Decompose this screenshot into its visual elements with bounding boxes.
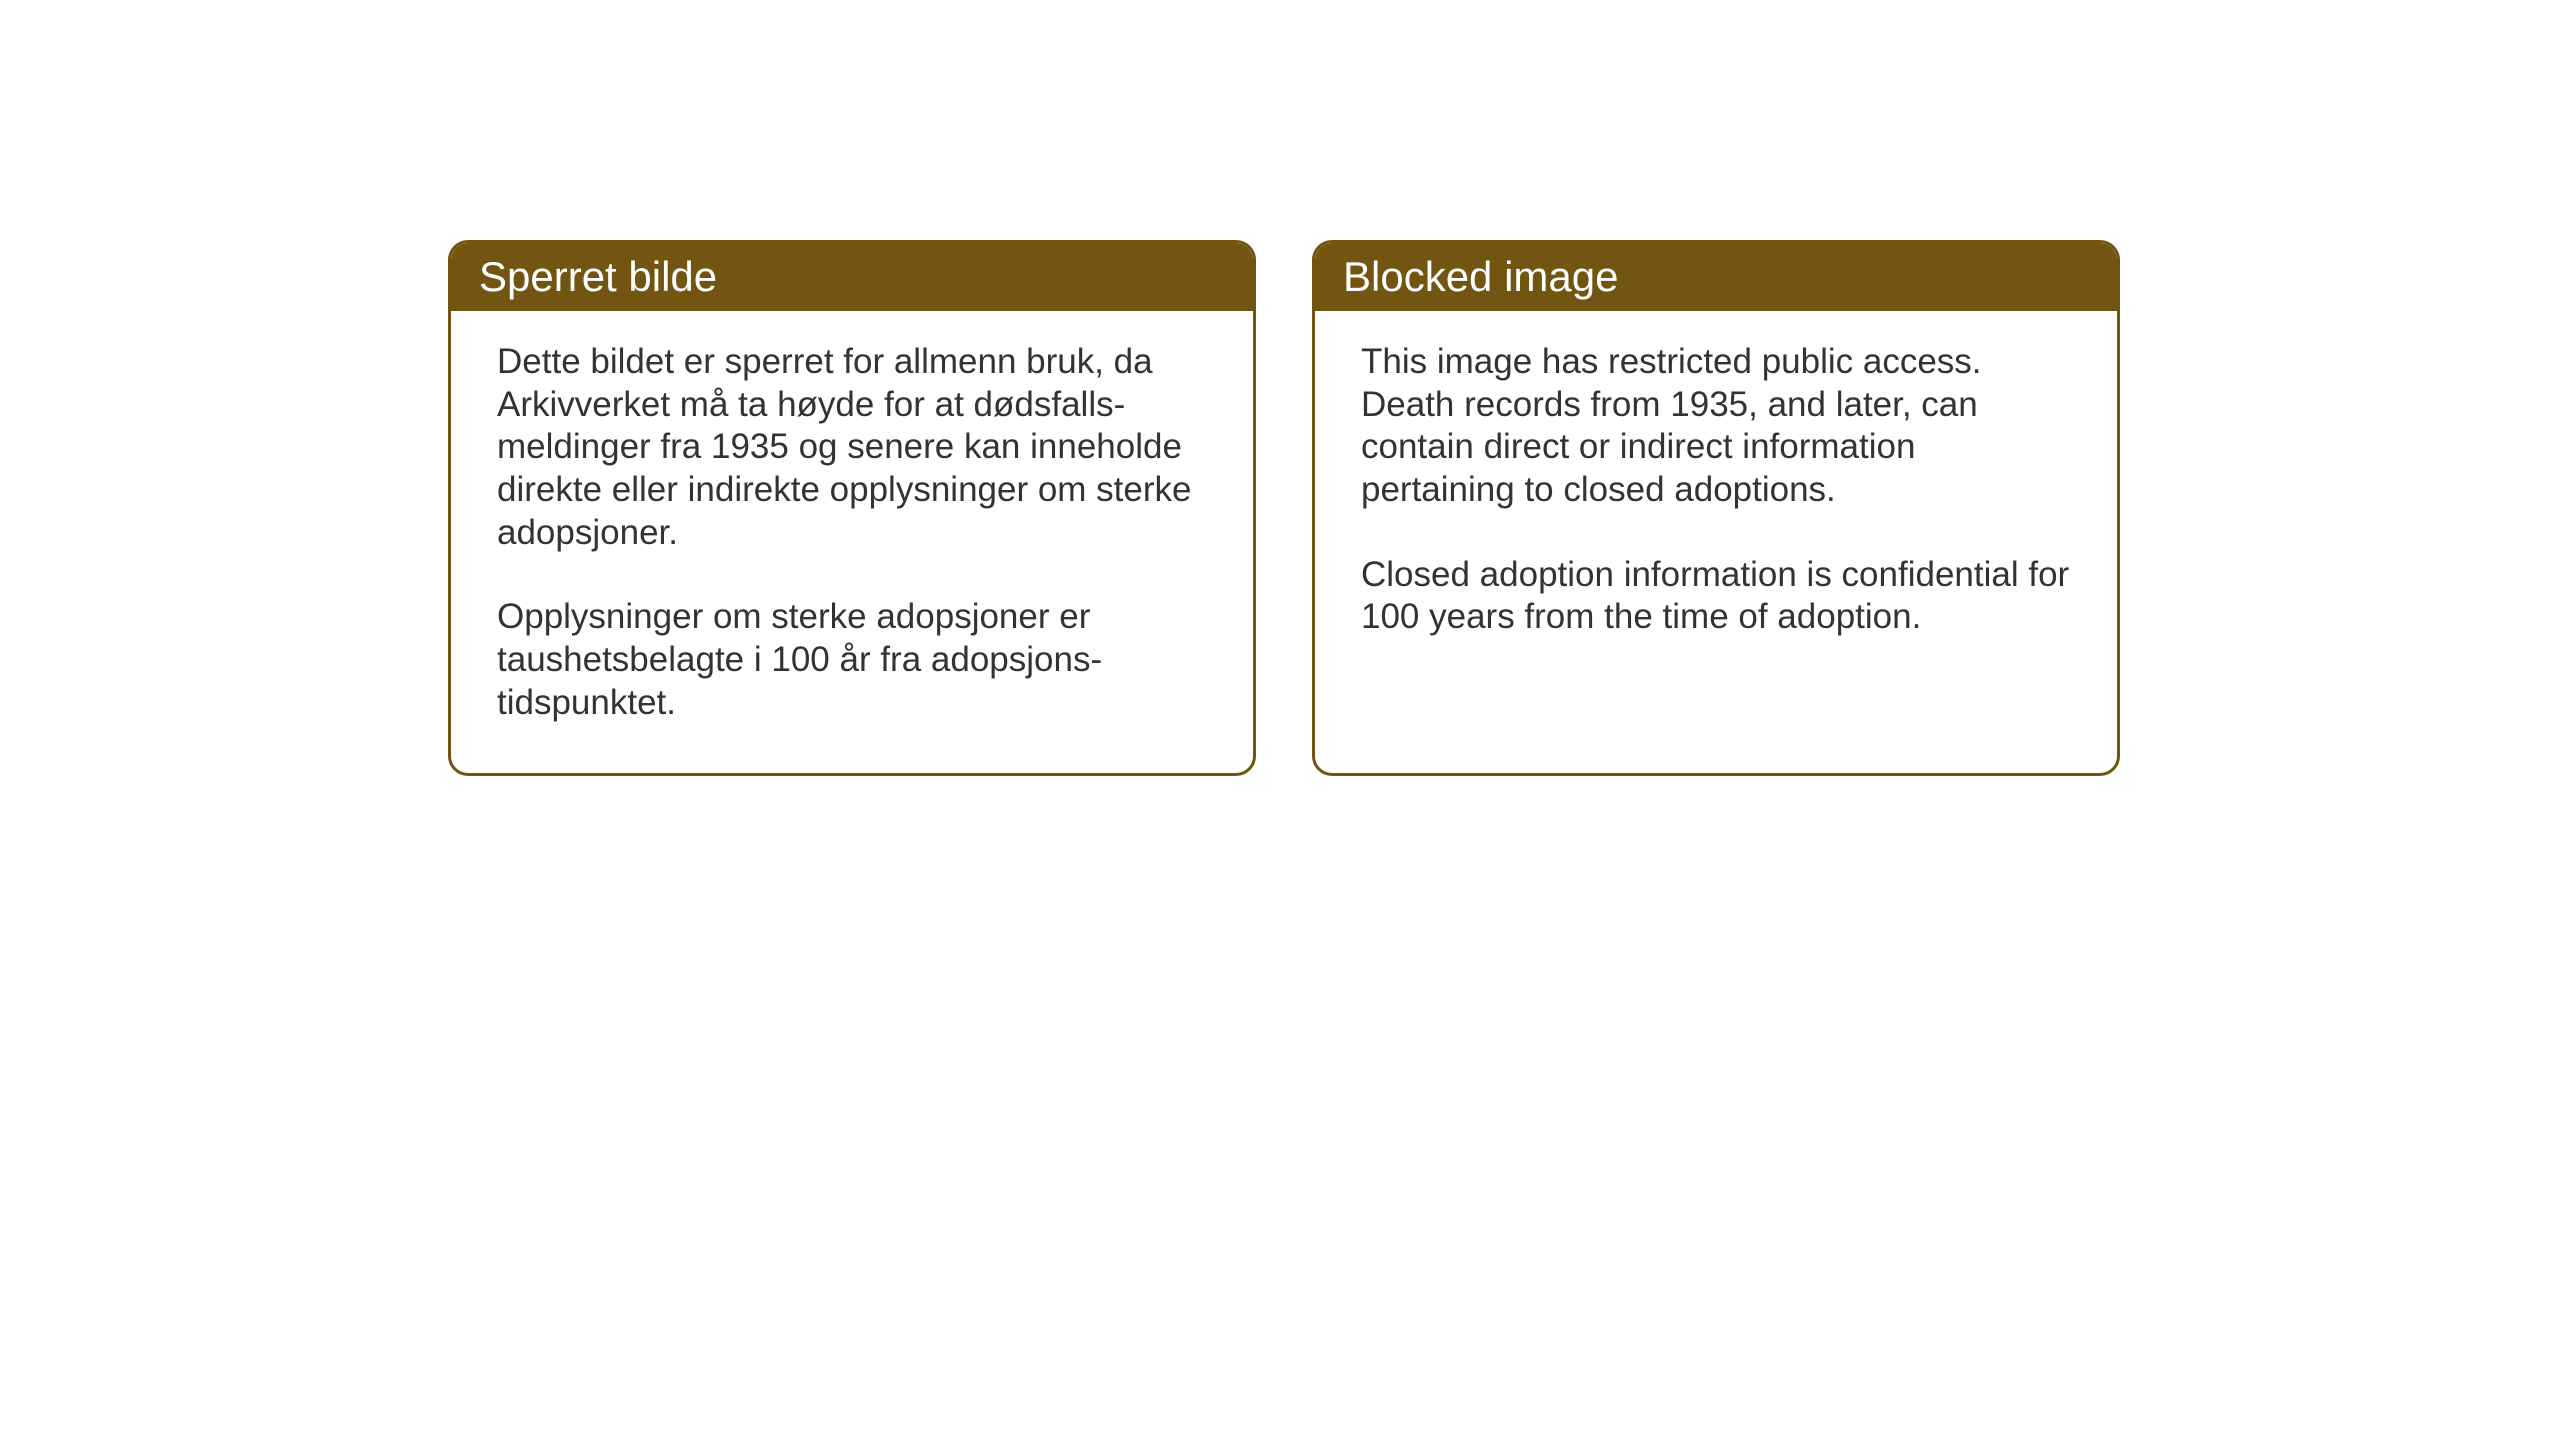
card-body-english: This image has restricted public access.… bbox=[1315, 311, 2117, 687]
notice-card-norwegian: Sperret bilde Dette bildet er sperret fo… bbox=[448, 240, 1256, 776]
paragraph-text: Opplysninger om sterke adopsjoner er tau… bbox=[497, 596, 1207, 724]
notice-card-english: Blocked image This image has restricted … bbox=[1312, 240, 2120, 776]
card-header-english: Blocked image bbox=[1315, 243, 2117, 311]
paragraph-text: This image has restricted public access.… bbox=[1361, 341, 2071, 512]
paragraph-text: Dette bildet er sperret for allmenn bruk… bbox=[497, 341, 1207, 554]
paragraph-text: Closed adoption information is confident… bbox=[1361, 554, 2071, 639]
card-body-norwegian: Dette bildet er sperret for allmenn bruk… bbox=[451, 311, 1253, 773]
card-header-norwegian: Sperret bilde bbox=[451, 243, 1253, 311]
notice-container: Sperret bilde Dette bildet er sperret fo… bbox=[448, 240, 2120, 776]
